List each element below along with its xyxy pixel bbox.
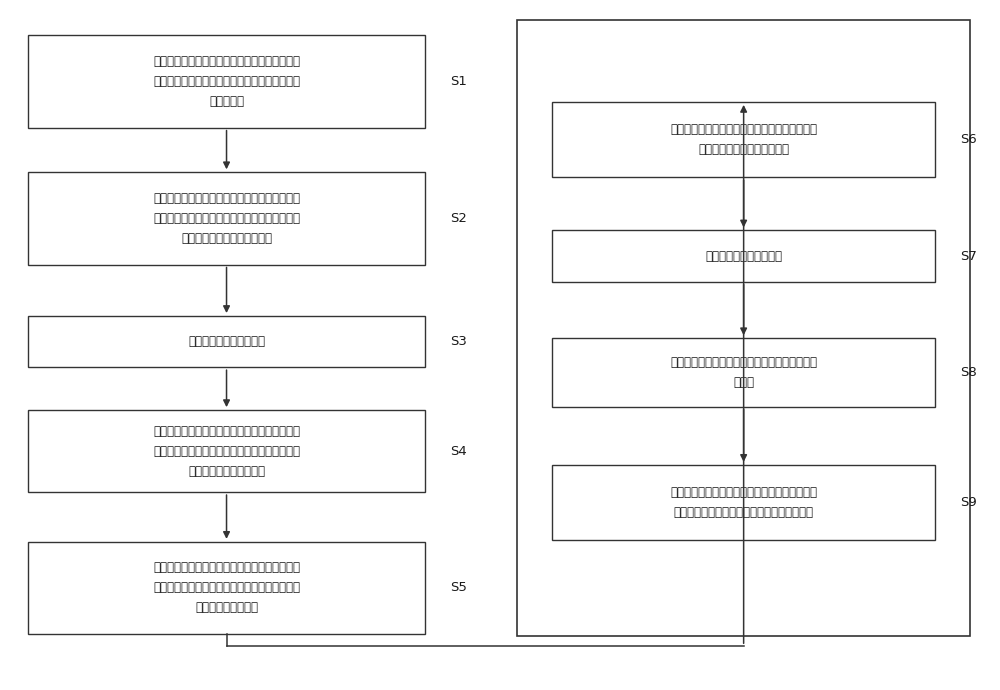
Bar [28,316,425,367]
Text: 将提取到的舾装模型的信息与专业类别和舾装作
业阶段相结合，构建舾装工艺顺序自动规划模型
，并生成装配结构树: 将提取到的舾装模型的信息与专业类别和舾装作 业阶段相结合，构建舾装工艺顺序自动规… [153,562,300,615]
Text: S8: S8 [960,366,977,379]
Bar [28,542,425,634]
Bar [28,172,425,264]
Text: 根据预定义的各类船舶舾装件工艺顺序总体原则
，确定影响工艺顺序的因素，并预定义舾装工艺
顺序需要考虑的一或多种因素: 根据预定义的各类船舶舾装件工艺顺序总体原则 ，确定影响工艺顺序的因素，并预定义舾… [153,192,300,245]
Text: S2: S2 [450,212,467,225]
Bar [552,465,935,540]
Bar [552,338,935,406]
Text: S7: S7 [960,250,977,262]
Bar [28,35,425,128]
Text: 在舾装装配顺序和三维装配路径通过验证后，确
定交互式界面，开发多种功能接口和数据接口: 在舾装装配顺序和三维装配路径通过验证后，确 定交互式界面，开发多种功能接口和数据… [670,486,817,519]
Text: S5: S5 [450,582,467,595]
Text: 在装配路径验证过程中进行碰撞检测，并设置碰
撞警告: 在装配路径验证过程中进行碰撞检测，并设置碰 撞警告 [670,356,817,389]
Text: S1: S1 [450,75,467,88]
Text: S3: S3 [450,335,467,348]
Text: 对于确定装配顺序的舾装件，采用装配路径规划
算法来确定舾装件的装配路径: 对于确定装配顺序的舾装件，采用装配路径规划 算法来确定舾装件的装配路径 [670,124,817,156]
Text: 确定各阶段的舾装件类型: 确定各阶段的舾装件类型 [188,335,265,348]
Bar [552,230,935,282]
Text: 将船舶舾装件划分为多个专业类别，并根据船体
建造状态将各个类别的船舶舾装件划分为多个舾
装作业阶段: 将船舶舾装件划分为多个专业类别，并根据船体 建造状态将各个类别的船舶舾装件划分为… [153,55,300,108]
Bar [552,102,935,177]
Text: 从舾装模型中提取舾装件属性信息并判断配优先
级，并提取所述舾装模型的几何信息，以获得舾
装件邻接关系和干涉关系: 从舾装模型中提取舾装件属性信息并判断配优先 级，并提取所述舾装模型的几何信息，以… [153,424,300,477]
Text: S4: S4 [450,444,467,457]
Text: S6: S6 [960,133,977,146]
Bar [517,20,970,636]
Text: 对舾装装配顺序进行验证: 对舾装装配顺序进行验证 [705,250,782,262]
Text: S9: S9 [960,496,977,509]
Bar [28,410,425,492]
